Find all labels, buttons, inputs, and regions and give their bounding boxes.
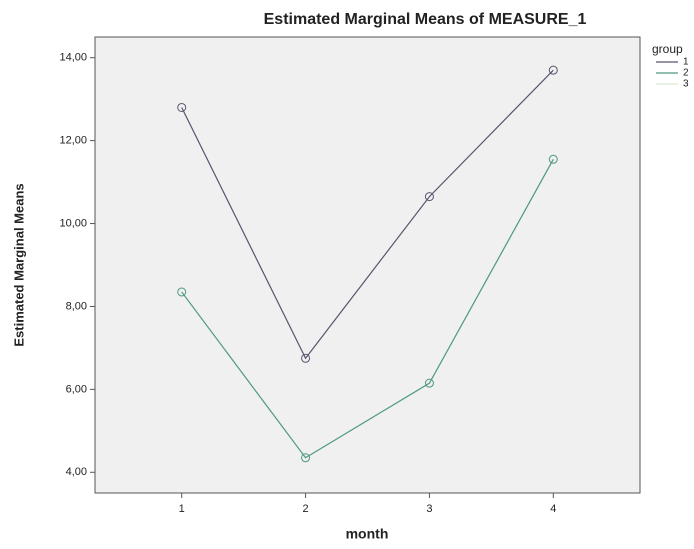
y-tick-label: 10,00	[59, 217, 87, 229]
legend-label: 1	[683, 57, 689, 68]
x-tick-label: 2	[303, 503, 309, 515]
y-tick-label: 4,00	[66, 466, 87, 478]
legend-label: 2	[683, 68, 689, 79]
x-axis-label: month	[346, 526, 389, 542]
legend-label: 3	[683, 79, 689, 90]
y-axis-label: Estimated Marginal Means	[11, 183, 26, 346]
x-tick-label: 1	[179, 503, 185, 515]
plot-area	[95, 37, 640, 493]
x-tick-label: 3	[426, 503, 432, 515]
legend-title: group	[652, 42, 683, 56]
x-tick-label: 4	[550, 503, 556, 515]
chart: Estimated Marginal Means of MEASURE_1 Es…	[0, 0, 694, 544]
y-tick-label: 8,00	[66, 300, 87, 312]
y-tick-label: 12,00	[59, 135, 87, 147]
chart-title: Estimated Marginal Means of MEASURE_1	[264, 11, 587, 28]
y-tick-label: 6,00	[66, 383, 87, 395]
y-tick-label: 14,00	[59, 52, 87, 64]
